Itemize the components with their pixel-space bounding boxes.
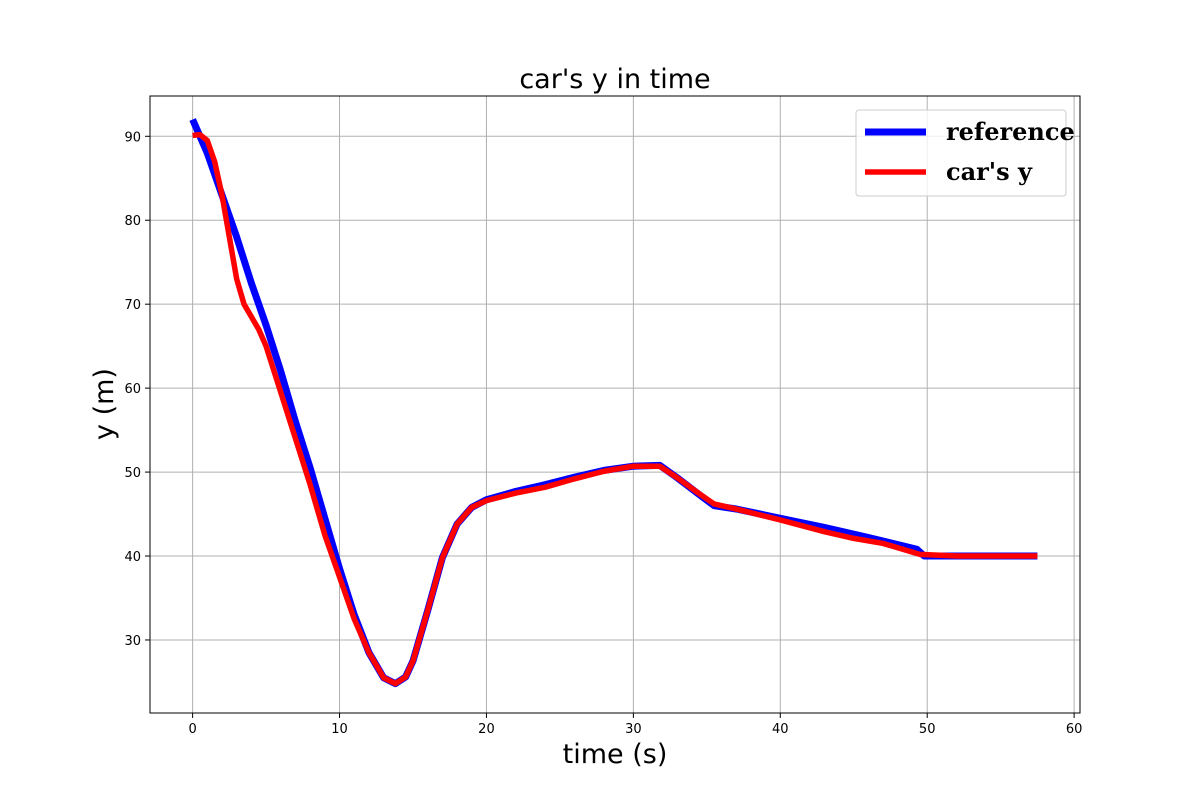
legend: reference car's y: [855, 109, 1075, 197]
y-tick-label: 40: [124, 550, 141, 565]
x-tick-label: 50: [919, 722, 936, 737]
x-tick-label: 20: [478, 722, 495, 737]
y-tick-label: 50: [124, 466, 141, 481]
x-tick-label: 30: [625, 722, 642, 737]
y-tick-label: 80: [124, 214, 141, 229]
series-line-car-y: [192, 131, 1038, 687]
x-tick-label: 0: [188, 722, 196, 737]
axes-frame: [149, 95, 1081, 714]
x-tick-label: 60: [1066, 722, 1083, 737]
chart-title: car's y in time: [519, 64, 710, 95]
y-tick-label: 70: [124, 298, 141, 313]
legend-label: reference: [946, 117, 1075, 146]
plot-area: [189, 118, 1038, 688]
y-tick-label: 60: [124, 382, 141, 397]
axes: 0 10 20 30 40 50 60 30 40 50 60 70 80 90: [124, 95, 1083, 737]
x-tick-label: 10: [331, 722, 348, 737]
y-tick-label: 30: [124, 634, 141, 649]
y-axis-title: y (m): [89, 368, 120, 440]
y-tick-label: 90: [124, 130, 141, 145]
x-tick-label: 40: [772, 722, 789, 737]
x-axis-title: time (s): [563, 739, 668, 770]
legend-label: car's y: [946, 157, 1033, 186]
